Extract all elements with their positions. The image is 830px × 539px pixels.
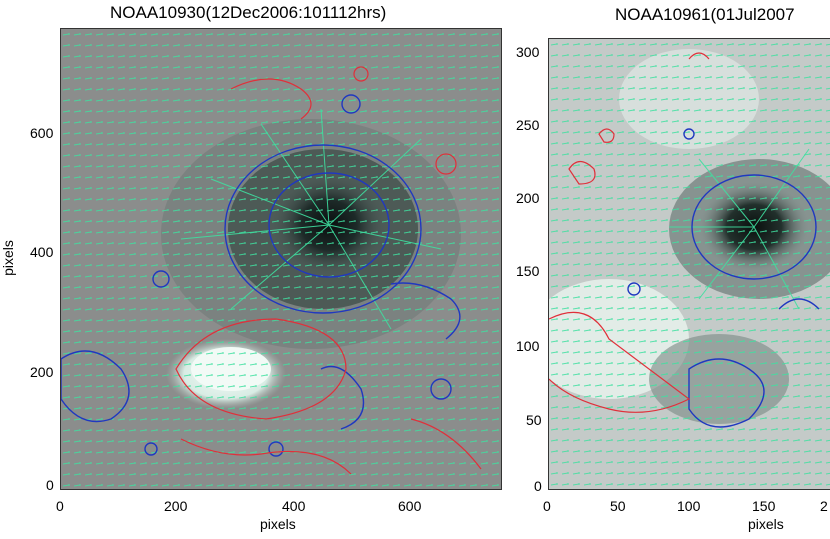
- left-ytick-400: 400: [30, 244, 54, 260]
- right-ytick-200: 200: [516, 190, 540, 206]
- right-ytick-250: 250: [516, 117, 540, 133]
- right-xtick-150: 150: [752, 498, 776, 514]
- left-panel-title: NOAA10930(12Dec2006:101112hrs): [110, 3, 387, 22]
- right-magnetogram-image: [548, 38, 830, 490]
- right-xtick-100: 100: [677, 498, 701, 514]
- left-xtick-200: 200: [164, 498, 188, 514]
- right-xtick-200: 2: [820, 498, 828, 514]
- left-ytick-200: 200: [30, 364, 54, 380]
- right-ytick-100: 100: [516, 338, 540, 354]
- left-ytick-0: 0: [46, 477, 54, 493]
- left-xtick-0: 0: [56, 498, 64, 514]
- right-panel-title: NOAA10961(01Jul2007: [615, 5, 795, 24]
- right-ytick-0: 0: [534, 478, 542, 494]
- right-xtick-0: 0: [543, 498, 551, 514]
- left-xtick-400: 400: [282, 498, 306, 514]
- left-xtick-600: 600: [398, 498, 422, 514]
- left-ytick-600: 600: [30, 125, 54, 141]
- right-ytick-50: 50: [526, 412, 542, 428]
- right-ytick-300: 300: [516, 44, 540, 60]
- left-xlabel: pixels: [260, 516, 296, 532]
- right-xtick-50: 50: [610, 498, 626, 514]
- left-ylabel: pixels: [0, 240, 16, 276]
- right-ytick-150: 150: [516, 263, 540, 279]
- right-xlabel: pixels: [748, 516, 784, 532]
- left-magnetogram-image: [60, 28, 502, 490]
